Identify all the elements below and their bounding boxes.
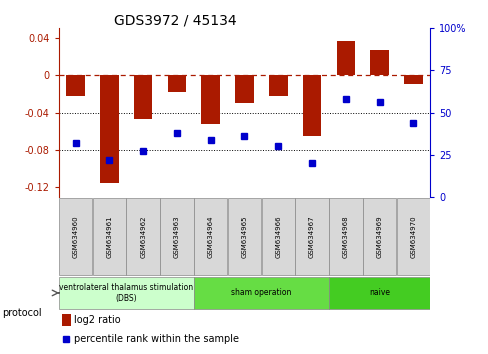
Bar [134, 75, 152, 119]
Bar [295, 198, 328, 275]
Text: GSM634966: GSM634966 [275, 215, 281, 258]
Bar [396, 198, 429, 275]
Bar [268, 75, 287, 96]
Text: GSM634969: GSM634969 [376, 215, 382, 258]
Text: protocol: protocol [2, 308, 42, 318]
Bar [227, 198, 261, 275]
Text: GSM634960: GSM634960 [72, 215, 79, 258]
Bar [92, 198, 126, 275]
Bar [261, 198, 294, 275]
Bar [100, 75, 119, 183]
Bar [194, 198, 227, 275]
Bar [62, 314, 70, 326]
Text: GSM634962: GSM634962 [140, 215, 146, 258]
Bar [201, 75, 220, 124]
Bar [328, 198, 362, 275]
Bar [302, 75, 321, 136]
Text: GSM634970: GSM634970 [409, 215, 416, 258]
Text: GSM634963: GSM634963 [174, 215, 180, 258]
Text: GSM634968: GSM634968 [342, 215, 348, 258]
Bar [59, 276, 193, 309]
Bar [336, 41, 354, 75]
Text: GDS3972 / 45134: GDS3972 / 45134 [114, 13, 237, 27]
Bar [66, 75, 85, 96]
Text: log2 ratio: log2 ratio [74, 315, 121, 325]
Text: GSM634964: GSM634964 [207, 215, 213, 258]
Bar [328, 276, 429, 309]
Bar [403, 75, 422, 85]
Text: GSM634967: GSM634967 [308, 215, 314, 258]
Text: GSM634965: GSM634965 [241, 215, 247, 258]
Bar [126, 198, 160, 275]
Text: ventrolateral thalamus stimulation
(DBS): ventrolateral thalamus stimulation (DBS) [59, 283, 193, 303]
Bar [160, 198, 193, 275]
Bar [369, 50, 388, 75]
Bar [167, 75, 186, 92]
Bar [235, 75, 253, 103]
Bar [193, 276, 328, 309]
Bar [59, 198, 92, 275]
Text: naive: naive [368, 289, 389, 297]
Text: GSM634961: GSM634961 [106, 215, 112, 258]
Text: sham operation: sham operation [231, 289, 291, 297]
Bar [362, 198, 396, 275]
Text: percentile rank within the sample: percentile rank within the sample [74, 334, 239, 344]
